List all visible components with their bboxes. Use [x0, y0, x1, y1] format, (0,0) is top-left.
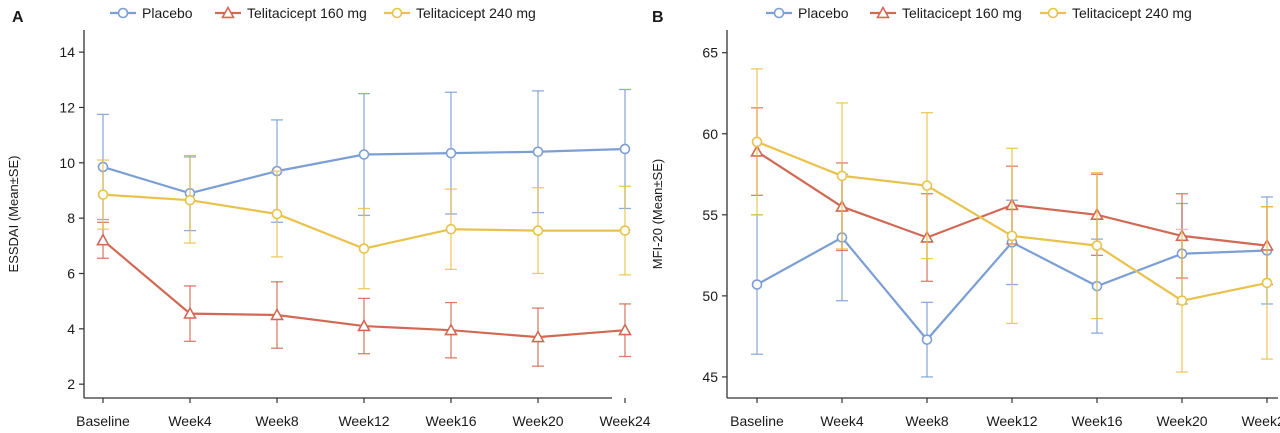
data-point — [619, 225, 631, 236]
x-tick-label: Week12 — [338, 413, 389, 429]
data-point — [358, 149, 370, 160]
data-point — [1006, 230, 1018, 242]
legend-label: Placebo — [798, 5, 849, 21]
series-telitacicept-240-mg — [751, 68, 1273, 373]
legend-label: Telitacicept 240 mg — [1072, 5, 1192, 21]
x-tick-label: Week12 — [986, 413, 1037, 429]
panel-a: A 2 4 6 8 10 12 14 ESSDAI (Mean±SE) Baseline Week4… — [6, 5, 651, 429]
data-point — [445, 147, 457, 159]
data-point — [751, 279, 763, 290]
legend-marker — [1047, 7, 1059, 19]
data-point — [445, 223, 457, 235]
y-tick-label: 4 — [67, 321, 75, 337]
y-axis-title: ESSDAI (Mean±SE) — [6, 156, 21, 273]
x-tick-label: Week20 — [1156, 413, 1207, 429]
data-point — [184, 194, 196, 206]
x-tick-label: Week8 — [255, 413, 299, 429]
y-tick-label: 55 — [702, 207, 718, 223]
series-telitacicept-160-mg — [96, 221, 632, 367]
x-tick-label: Week4 — [820, 413, 864, 429]
legend-marker — [117, 7, 129, 19]
data-point — [444, 323, 458, 336]
legend-item: Telitacicept 240 mg — [1040, 5, 1192, 21]
panel-label: A — [12, 9, 24, 26]
legend-marker — [876, 5, 890, 19]
legend-marker — [221, 5, 235, 19]
data-point — [532, 225, 544, 236]
data-point — [1261, 277, 1273, 289]
x-tick-label: Week8 — [905, 413, 949, 429]
x-tick-label: Week4 — [168, 413, 212, 429]
legend-item: Placebo — [766, 5, 849, 21]
data-point — [183, 306, 197, 319]
data-point — [96, 233, 110, 246]
data-point — [618, 323, 632, 336]
legend: Placebo Telitacicept 160 mg Telitacicept 2… — [766, 5, 1192, 21]
data-point — [97, 189, 109, 200]
data-point — [531, 329, 545, 343]
y-tick-label: 10 — [59, 155, 75, 171]
data-point — [532, 146, 544, 158]
legend-marker — [773, 7, 785, 19]
x-tick-label: Week20 — [512, 413, 563, 429]
legend: Placebo Telitacicept 160 mg Telitacicept 2… — [110, 5, 536, 21]
series-telitacicept-240-mg — [97, 156, 631, 290]
data-point — [921, 334, 933, 345]
y-tick-label: 50 — [702, 288, 718, 304]
data-point — [619, 143, 631, 155]
y-tick-label: 8 — [67, 210, 75, 226]
y-tick-label: 45 — [702, 369, 718, 385]
legend-item: Telitacicept 240 mg — [384, 5, 536, 21]
x-tick-label: Week24 — [1241, 413, 1280, 429]
x-tick-label: Baseline — [76, 413, 130, 429]
legend-marker — [391, 7, 403, 19]
data-point — [751, 136, 763, 148]
y-axis-title: MFI-20 (Mean±SE) — [650, 159, 665, 269]
legend-item: Telitacicept 160 mg — [215, 5, 367, 21]
y-tick-label: 12 — [59, 99, 75, 115]
data-point — [270, 307, 284, 321]
legend-label: Telitacicept 160 mg — [247, 5, 367, 21]
x-tick-label: Baseline — [730, 413, 784, 429]
legend-item: Placebo — [110, 5, 193, 21]
data-point — [357, 318, 371, 332]
data-point — [921, 180, 933, 191]
legend-item: Telitacicept 160 mg — [870, 5, 1022, 21]
data-point — [1176, 295, 1188, 307]
legend-label: Telitacicept 160 mg — [902, 5, 1022, 21]
panel-label: B — [652, 9, 664, 26]
data-point — [836, 170, 848, 182]
panel-b: B 45 50 55 60 65 MFI-20 (Mean±SE) Baseline Week4… — [650, 5, 1280, 429]
y-tick-label: 6 — [67, 265, 75, 281]
x-tick-label: Week16 — [1071, 413, 1122, 429]
y-tick-label: 14 — [59, 44, 75, 60]
y-tick-label: 60 — [702, 126, 718, 142]
x-tick-label: Week24 — [599, 413, 650, 429]
legend-label: Placebo — [142, 5, 193, 21]
data-point — [358, 243, 370, 254]
y-tick-label: 2 — [67, 376, 75, 392]
x-tick-label: Week16 — [425, 413, 476, 429]
legend-label: Telitacicept 240 mg — [416, 5, 536, 21]
data-point — [271, 208, 283, 220]
y-tick-label: 65 — [702, 45, 718, 61]
data-point — [1091, 240, 1103, 251]
